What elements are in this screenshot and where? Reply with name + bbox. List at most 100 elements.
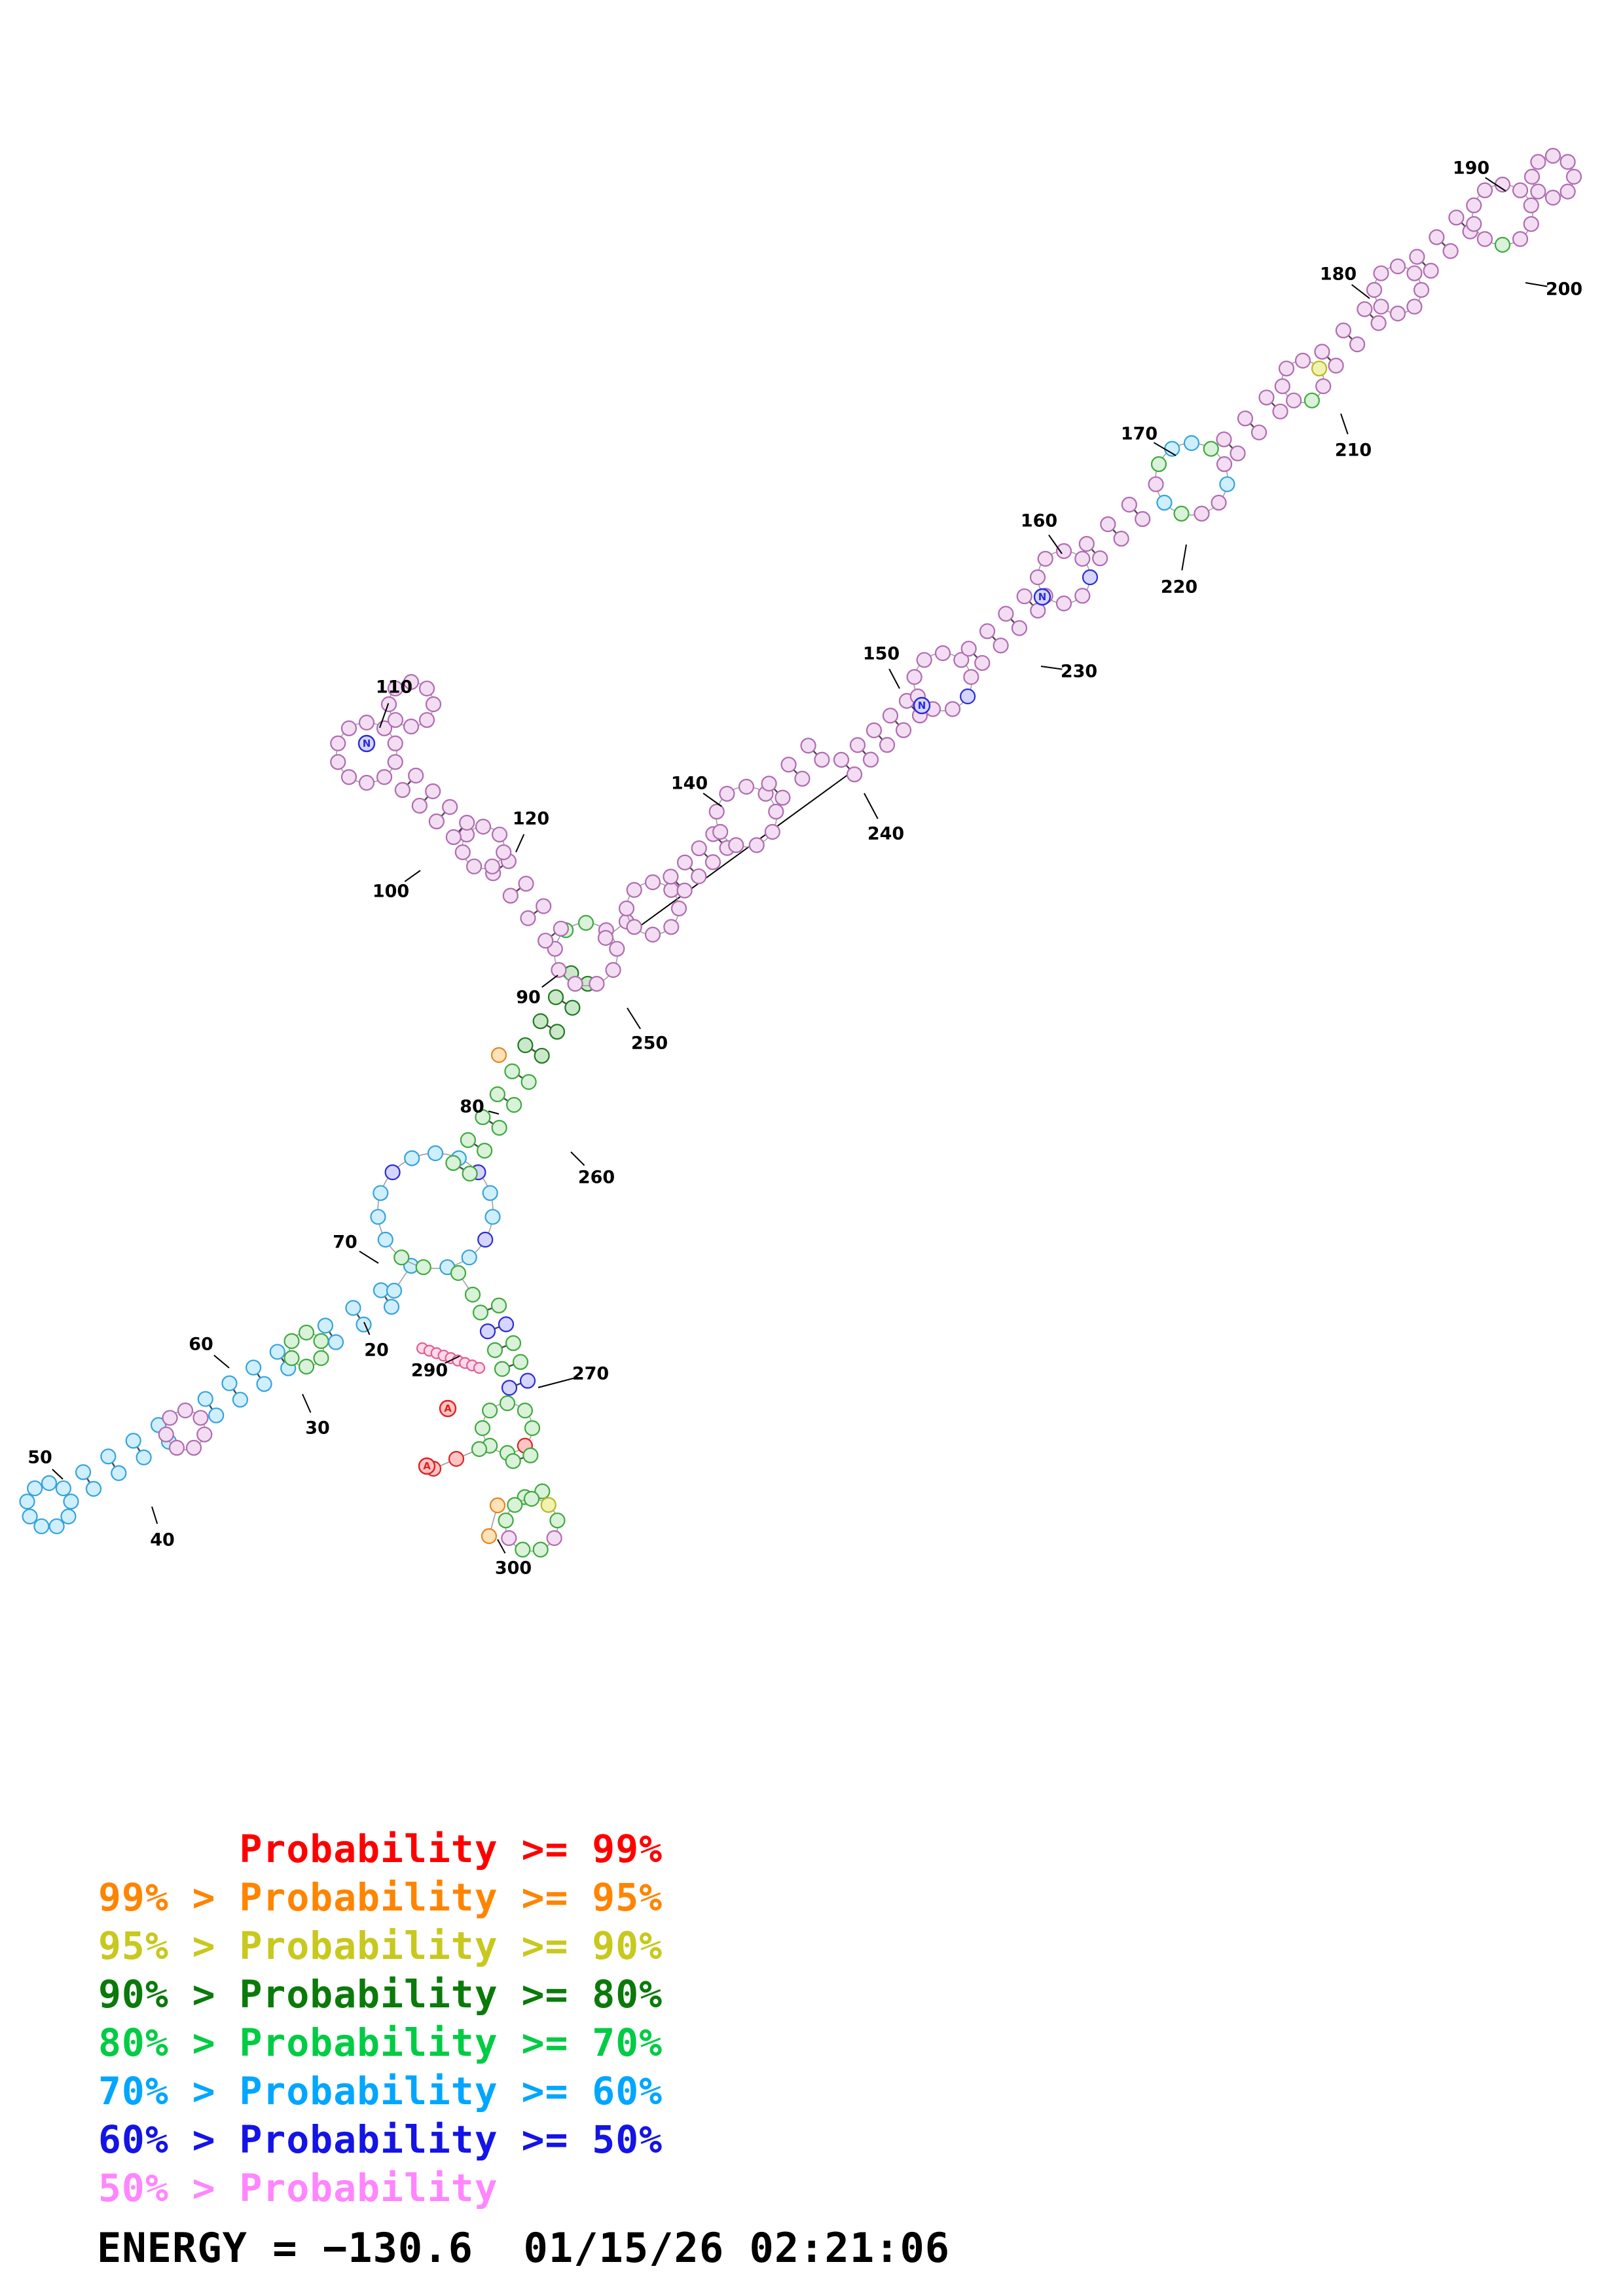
nucleotide-bead bbox=[1121, 496, 1137, 513]
nucleotide-bead bbox=[1113, 530, 1129, 547]
nucleotide-bead bbox=[63, 1493, 79, 1510]
nucleotide-bead bbox=[626, 882, 642, 898]
nucleotide-bead bbox=[1173, 505, 1190, 522]
nucleotide-bead bbox=[708, 803, 725, 820]
nucleotide-bead bbox=[532, 1013, 549, 1030]
nucleotide-bead bbox=[780, 757, 797, 773]
nucleotide-bead bbox=[882, 708, 899, 724]
position-label: 170 bbox=[1121, 424, 1158, 444]
nucleotide-bead bbox=[768, 803, 784, 820]
nucleotide-bead bbox=[1237, 410, 1254, 427]
position-label: 40 bbox=[150, 1530, 175, 1551]
label-tick bbox=[445, 1355, 460, 1364]
nucleotide-bead bbox=[442, 798, 458, 816]
position-label: 220 bbox=[1161, 577, 1197, 598]
nucleotide-bead bbox=[345, 1300, 361, 1316]
nucleotide-bead bbox=[814, 751, 830, 768]
nucleotide-bead bbox=[663, 869, 679, 885]
nucleotide-bead bbox=[256, 1376, 272, 1392]
nucleotide-bead bbox=[158, 1426, 174, 1443]
marked-nucleotide-bead bbox=[1033, 588, 1051, 606]
nucleotide-bead bbox=[358, 774, 375, 791]
nucleotide-bead bbox=[482, 1403, 498, 1419]
nucleotide-bead bbox=[589, 976, 605, 992]
nucleotide-bead bbox=[1406, 265, 1423, 281]
nucleotide-bead bbox=[477, 1143, 493, 1159]
nucleotide-bead bbox=[540, 1497, 556, 1513]
nucleotide-bead bbox=[522, 1447, 539, 1463]
label-tick bbox=[538, 1377, 575, 1388]
nucleotide-bead bbox=[1294, 352, 1311, 369]
nucleotide-bead bbox=[916, 652, 932, 668]
nucleotide-bead bbox=[418, 680, 435, 697]
nucleotide-bead bbox=[1314, 344, 1330, 360]
nucleotide-bead bbox=[340, 769, 357, 785]
nucleotide-bead bbox=[663, 882, 680, 898]
nucleotide-bead bbox=[1311, 360, 1328, 377]
energy-readout: ENERGY = −130.6 01/15/26 02:21:06 bbox=[97, 2224, 951, 2272]
position-label: 20 bbox=[364, 1340, 389, 1361]
nucleotide-bead bbox=[466, 858, 483, 874]
nucleotide-bead bbox=[1216, 456, 1233, 473]
nucleotide-bead bbox=[1357, 301, 1373, 317]
nucleotide-bead bbox=[491, 826, 508, 843]
nucleotide-bead bbox=[283, 1350, 300, 1367]
nucleotide-bead bbox=[1286, 392, 1302, 408]
nucleotide-bead bbox=[691, 840, 707, 857]
nucleotide-bead bbox=[491, 1120, 507, 1136]
nucleotide-bead bbox=[833, 751, 850, 768]
nucleotide-bead bbox=[567, 976, 583, 992]
nucleotide-bead bbox=[974, 655, 991, 672]
nucleotide-bead bbox=[1559, 183, 1576, 200]
label-tick bbox=[151, 1506, 158, 1524]
nucleotide-bead bbox=[1565, 168, 1582, 185]
nucleotide-bead bbox=[298, 1358, 315, 1375]
nucleotide-bead bbox=[55, 1480, 71, 1497]
position-label: 150 bbox=[863, 644, 900, 664]
nucleotide-bead bbox=[197, 1391, 213, 1407]
position-label: 60 bbox=[189, 1335, 213, 1355]
nucleotide-bead bbox=[177, 1402, 194, 1419]
nucleotide-bead bbox=[846, 766, 863, 783]
nucleotide-bead bbox=[269, 1344, 285, 1360]
label-tick bbox=[1153, 442, 1176, 456]
nucleotide-bead bbox=[644, 926, 661, 943]
nucleotide-bead bbox=[486, 1342, 503, 1358]
nucleotide-bead bbox=[1219, 476, 1235, 492]
nucleotide-bead bbox=[1148, 476, 1164, 492]
nucleotide-bead bbox=[534, 1483, 551, 1499]
label-tick bbox=[864, 793, 879, 819]
nucleotide-bead bbox=[445, 829, 462, 846]
nucleotide-bead bbox=[520, 910, 536, 926]
legend-item: 80% > Probability >= 70% bbox=[98, 2020, 663, 2065]
nucleotide-bead bbox=[489, 1497, 506, 1514]
nucleotide-bead bbox=[387, 680, 404, 697]
nucleotide-bead bbox=[1494, 236, 1511, 253]
nucleotide-bead bbox=[380, 696, 397, 713]
label-tick bbox=[302, 1393, 312, 1413]
nucleotide-bead bbox=[498, 1512, 514, 1529]
nucleotide-bead bbox=[459, 814, 475, 831]
nucleotide-bead bbox=[1466, 216, 1482, 232]
nucleotide-bead bbox=[1448, 209, 1465, 226]
legend-item: 50% > Probability bbox=[98, 2166, 498, 2210]
nucleotide-bead bbox=[85, 1480, 102, 1497]
nucleotide-bead bbox=[317, 1318, 334, 1334]
nucleotide-bead bbox=[512, 1354, 529, 1370]
nucleotide-bead bbox=[490, 1297, 507, 1314]
nucleotide-bead bbox=[356, 1316, 372, 1333]
backbone-line bbox=[638, 774, 849, 927]
nucleotide-bead bbox=[376, 769, 393, 785]
nucleotide-bead bbox=[676, 882, 693, 899]
nucleotide-bead bbox=[474, 1420, 491, 1437]
nucleotide-bead bbox=[461, 1249, 477, 1266]
nucleotide-bead bbox=[1030, 602, 1046, 619]
nucleotide-bead bbox=[427, 1145, 444, 1162]
nucleotide-bead bbox=[1029, 569, 1046, 586]
nucleotide-bead bbox=[1037, 550, 1053, 567]
position-label: 230 bbox=[1061, 662, 1097, 682]
nucleotide-bead bbox=[394, 781, 410, 798]
nucleotide-bead bbox=[100, 1448, 117, 1465]
